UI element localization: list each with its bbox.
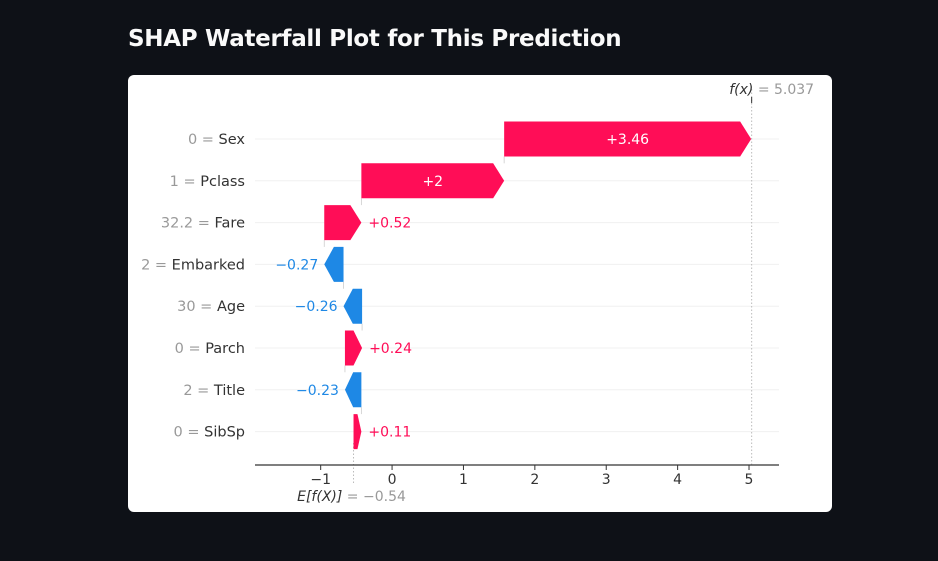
waterfall-bar-embarked	[324, 246, 344, 282]
x-tick-label: 3	[602, 472, 611, 488]
feature-value: 30 =	[177, 299, 217, 315]
waterfall-bar-title	[344, 372, 362, 408]
output-value-label: f(x)	[729, 82, 758, 98]
feature-value: 32.2 =	[161, 216, 215, 232]
page-title: SHAP Waterfall Plot for This Prediction	[128, 26, 622, 52]
waterfall-bar-sex	[504, 121, 752, 157]
feature-name: Fare	[215, 216, 246, 232]
base-value-annotation: E[f(X)] = −0.54	[297, 489, 406, 505]
base-value-label: E[f(X)]	[297, 489, 347, 505]
feature-value: 0 =	[175, 341, 206, 357]
x-tick-label: −1	[310, 472, 331, 488]
feature-name: SibSp	[204, 425, 245, 441]
x-tick-label: 2	[530, 472, 539, 488]
base-value-number: = −0.54	[347, 489, 406, 505]
bar-value-label: +2	[422, 174, 443, 190]
x-tick-label: 5	[745, 472, 754, 488]
waterfall-bar-fare	[324, 205, 362, 241]
feature-name: Age	[217, 299, 245, 315]
feature-value: 2 =	[183, 383, 214, 399]
bar-value-label: −0.26	[295, 299, 338, 315]
bar-value-label: +0.11	[368, 425, 411, 441]
output-value-annotation: f(x) = 5.037	[729, 82, 814, 98]
feature-label-parch: 0 = Parch	[175, 341, 245, 357]
feature-value: 0 =	[174, 425, 205, 441]
x-tick-label: 4	[673, 472, 682, 488]
feature-value: 1 =	[170, 174, 201, 190]
feature-name: Pclass	[200, 174, 245, 190]
waterfall-chart: +3.46 0 = Sex +2 1 = Pclass +0.52 32.2 = Fare…	[141, 82, 814, 505]
feature-label-embarked: 2 = Embarked	[141, 257, 245, 273]
x-tick-label: 0	[388, 472, 397, 488]
feature-label-sex: 0 = Sex	[188, 132, 245, 148]
bar-value-label: −0.23	[296, 383, 339, 399]
bar-value-label: +3.46	[606, 132, 649, 148]
feature-value: 0 =	[188, 132, 219, 148]
feature-label-pclass: 1 = Pclass	[170, 174, 245, 190]
feature-label-fare: 32.2 = Fare	[161, 216, 245, 232]
waterfall-bar-parch	[344, 330, 363, 366]
bar-value-label: +0.52	[368, 216, 411, 232]
waterfall-bar-age	[343, 288, 363, 324]
feature-value: 2 =	[141, 257, 172, 273]
feature-label-title: 2 = Title	[183, 383, 245, 399]
waterfall-bar-pclass	[361, 163, 505, 199]
x-tick-label: 1	[459, 472, 468, 488]
output-value-number: = 5.037	[758, 82, 814, 98]
feature-name: Parch	[205, 341, 245, 357]
bar-value-label: +0.24	[369, 341, 412, 357]
feature-name: Sex	[219, 132, 246, 148]
waterfall-bar-sibsp	[353, 414, 362, 450]
waterfall-chart-card: +3.46 0 = Sex +2 1 = Pclass +0.52 32.2 = Fare…	[128, 75, 832, 512]
feature-name: Title	[213, 383, 245, 399]
bar-value-label: −0.27	[275, 257, 318, 273]
feature-name: Embarked	[172, 257, 245, 273]
feature-label-age: 30 = Age	[177, 299, 245, 315]
feature-label-sibsp: 0 = SibSp	[174, 425, 245, 441]
